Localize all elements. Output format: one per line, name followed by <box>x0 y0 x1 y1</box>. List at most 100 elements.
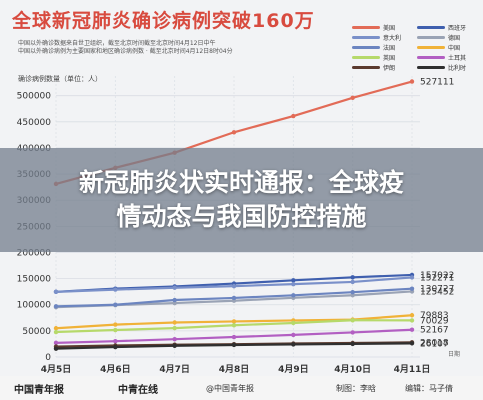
y-tick-label: 500000 <box>17 92 52 102</box>
series-end-label: 152271 <box>420 273 454 283</box>
data-point <box>53 329 59 335</box>
data-point <box>113 327 118 333</box>
legend-label: 德国 <box>448 34 461 42</box>
legend-item: 土耳其 <box>417 54 478 62</box>
data-point <box>172 285 177 290</box>
x-tick-label: 4月7日 <box>159 364 190 375</box>
y-tick-label: 450000 <box>17 118 52 128</box>
data-point <box>53 326 59 331</box>
x-axis-label: 日期 <box>448 350 460 358</box>
x-tick-label: 4月9日 <box>278 364 309 375</box>
series-end-label: 157022 <box>420 271 454 281</box>
headline-banner: 新冠肺炎状实时通报：全球疫 情动态与我国防控措施 <box>0 148 483 252</box>
data-point <box>291 281 296 287</box>
x-tick-label: 4月11日 <box>394 364 431 375</box>
y-axis-unit-label: 确诊病例数量（单位：人） <box>18 75 102 83</box>
legend-label: 比利时 <box>448 64 467 72</box>
data-point <box>409 341 415 346</box>
legend-swatch <box>417 65 445 69</box>
legend-label: 英国 <box>383 54 396 62</box>
data-point <box>231 295 237 301</box>
legend-item: 意大利 <box>352 34 413 42</box>
y-tick-label: 50000 <box>22 327 51 337</box>
y-tick-label: 0 <box>45 353 51 363</box>
data-point <box>53 346 59 351</box>
footer-bar: 中国青年报 中青在线 @中国青年报 制图：李晗 编辑：马子倩 <box>0 376 483 400</box>
data-point <box>53 340 59 346</box>
source-note-line-2: 中国以外确诊病例为主要国家和地区确诊病例数 · 截至北京时间4月12日8时04分 <box>18 48 233 55</box>
editor-credit: 编辑：马子倩 <box>405 383 453 393</box>
data-point <box>172 300 177 306</box>
data-point <box>231 334 237 340</box>
legend-item: 美国 <box>352 24 413 32</box>
chart-legend: 美国 西班牙意大利 德国法国 中国英国 土耳其 伊朗 比利时 <box>352 24 478 72</box>
data-point <box>350 293 355 298</box>
data-point <box>409 318 415 323</box>
y-tick-label: 100000 <box>17 301 52 311</box>
x-tick-label: 4月5日 <box>41 364 72 375</box>
data-point <box>350 279 355 285</box>
data-point <box>113 287 118 292</box>
data-point <box>291 113 296 119</box>
data-point <box>113 344 118 350</box>
legend-item: 中国 <box>417 44 478 52</box>
data-point <box>350 341 355 347</box>
weibo-handle: @中国青年报 <box>206 383 254 393</box>
legend-label: 西班牙 <box>448 24 467 32</box>
series-end-label: 130727 <box>420 285 454 295</box>
series-end-label: 28018 <box>420 338 449 348</box>
legend-label: 意大利 <box>383 34 402 42</box>
data-point <box>53 289 59 295</box>
data-point <box>172 325 177 331</box>
x-tick-label: 4月10日 <box>334 364 371 375</box>
data-point <box>409 79 415 84</box>
series-end-label: 52167 <box>420 326 449 336</box>
source-note-line-1: 中国以外确诊数据来自世卫组织，截至北京时间截至北京时间4月12日中午 <box>18 40 216 47</box>
legend-swatch <box>352 45 380 49</box>
headline: 全球新冠肺炎确诊病例突破160万 <box>12 10 315 32</box>
data-point <box>409 313 415 318</box>
legend-swatch <box>352 35 380 39</box>
brand-logo-mid: 中青在线 <box>118 384 158 396</box>
y-tick-label: 200000 <box>17 248 52 258</box>
data-point <box>231 342 237 348</box>
data-point <box>172 297 177 303</box>
banner-line-2: 情动态与我国防控措施 <box>116 202 367 231</box>
source-note: 中国以外确诊数据来自世卫组织，截至北京时间截至北京时间4月12日中午 中国以外确… <box>18 40 348 56</box>
data-point <box>113 322 118 327</box>
data-point <box>409 275 415 280</box>
data-point <box>291 332 296 338</box>
data-point <box>409 286 415 291</box>
series-end-label: 125452 <box>420 287 454 297</box>
data-point <box>350 330 355 335</box>
data-point <box>291 278 296 283</box>
legend-swatch <box>352 55 380 59</box>
data-point <box>231 319 237 324</box>
data-point <box>350 318 355 323</box>
legend-swatch <box>417 25 445 29</box>
legend-item: 法国 <box>352 44 413 52</box>
series-end-label: 527111 <box>420 78 454 88</box>
legend-item: 西班牙 <box>417 24 478 32</box>
data-point <box>291 342 296 347</box>
series-end-label: 70029 <box>420 316 449 326</box>
data-point <box>172 320 177 325</box>
data-point <box>113 339 118 344</box>
legend-item: 伊朗 <box>352 64 413 72</box>
data-point <box>53 304 59 309</box>
data-point <box>172 343 177 348</box>
legend-swatch <box>352 25 380 29</box>
banner-line-1: 新冠肺炎状实时通报：全球疫 <box>78 168 404 197</box>
producer-credit: 制图：李晗 <box>336 383 376 393</box>
brand-logo-left: 中国青年报 <box>14 384 64 396</box>
y-tick-label: 150000 <box>17 275 52 285</box>
x-tick-label: 4月6日 <box>100 364 131 375</box>
legend-item: 英国 <box>352 54 413 62</box>
legend-swatch <box>417 55 445 59</box>
series-end-label: 79883 <box>420 311 449 321</box>
data-point <box>350 95 355 100</box>
data-point <box>291 293 296 298</box>
legend-label: 美国 <box>383 24 396 32</box>
